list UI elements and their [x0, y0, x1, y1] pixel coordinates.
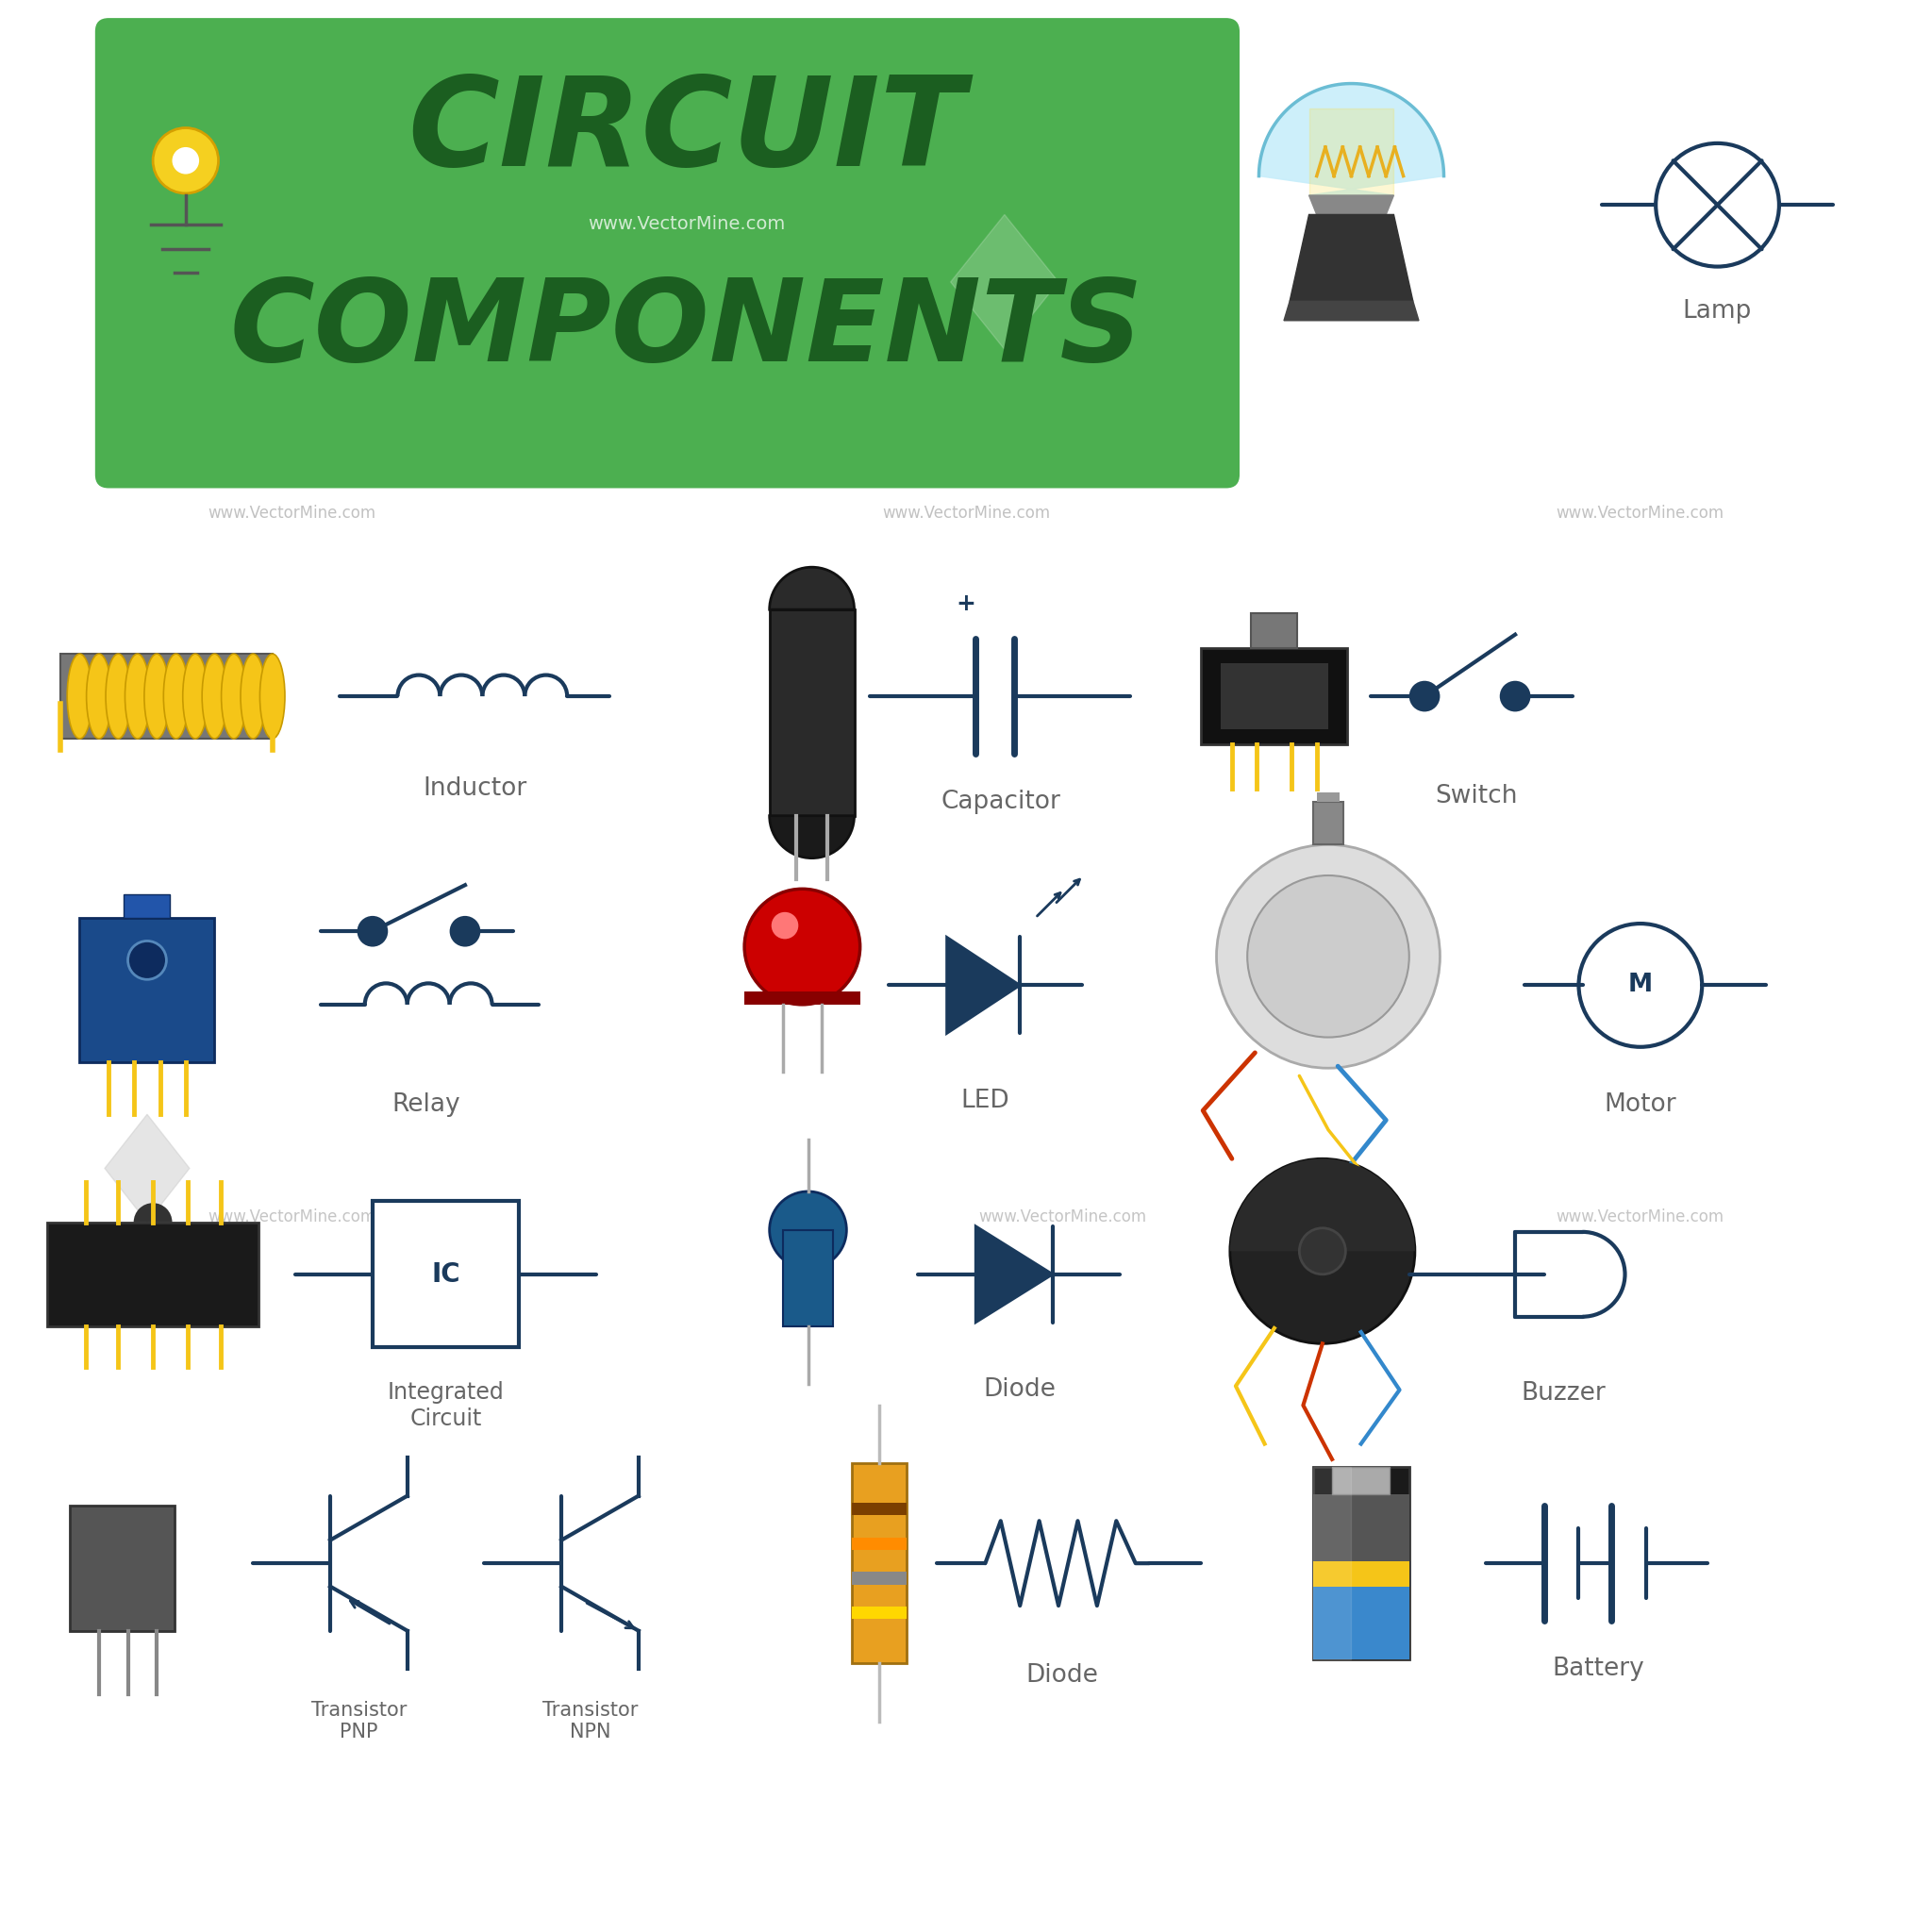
- Ellipse shape: [259, 653, 284, 738]
- Bar: [1314, 1586, 1408, 1660]
- Circle shape: [744, 889, 860, 1005]
- Circle shape: [769, 1192, 846, 1269]
- Text: COMPONENTS: COMPONENTS: [230, 274, 1144, 384]
- Text: IC: IC: [431, 1262, 460, 1287]
- Circle shape: [128, 941, 166, 980]
- Circle shape: [1248, 875, 1408, 1037]
- Text: Lamp: Lamp: [1683, 299, 1752, 323]
- FancyBboxPatch shape: [95, 17, 1240, 489]
- Text: www.VectorMine.com: www.VectorMine.com: [1557, 1208, 1725, 1225]
- Text: www.VectorMine.com: www.VectorMine.com: [587, 214, 784, 234]
- Text: Motor: Motor: [1604, 1092, 1677, 1117]
- Polygon shape: [1260, 83, 1443, 195]
- Ellipse shape: [126, 653, 151, 738]
- Ellipse shape: [222, 653, 247, 738]
- Text: Inductor: Inductor: [423, 777, 527, 802]
- Circle shape: [1499, 680, 1530, 711]
- Circle shape: [771, 912, 798, 939]
- Text: Buzzer: Buzzer: [1520, 1381, 1605, 1406]
- Text: Capacitor: Capacitor: [941, 790, 1061, 815]
- Polygon shape: [1285, 301, 1418, 321]
- Circle shape: [357, 916, 388, 947]
- Bar: [124, 895, 170, 918]
- Text: www.VectorMine.com: www.VectorMine.com: [978, 1208, 1146, 1225]
- Bar: [1252, 612, 1298, 647]
- Bar: [852, 1463, 906, 1663]
- Bar: [1202, 647, 1347, 744]
- Ellipse shape: [106, 653, 131, 738]
- Text: www.VectorMine.com: www.VectorMine.com: [207, 504, 375, 522]
- Text: Diode: Diode: [1026, 1663, 1099, 1687]
- Bar: [1314, 1466, 1408, 1660]
- Bar: [852, 1503, 906, 1515]
- Wedge shape: [1231, 1159, 1414, 1343]
- Polygon shape: [947, 937, 1020, 1034]
- Wedge shape: [1231, 1159, 1414, 1252]
- Bar: [852, 1573, 906, 1584]
- Wedge shape: [133, 1204, 172, 1223]
- Ellipse shape: [203, 653, 228, 738]
- Ellipse shape: [164, 653, 189, 738]
- Text: Switch: Switch: [1435, 784, 1519, 810]
- Circle shape: [172, 147, 199, 174]
- Bar: [1221, 663, 1327, 728]
- Text: Battery: Battery: [1551, 1658, 1644, 1681]
- Bar: [1314, 1493, 1408, 1561]
- Wedge shape: [769, 815, 854, 858]
- Bar: [1314, 802, 1343, 844]
- Circle shape: [1408, 680, 1439, 711]
- Bar: [79, 918, 214, 1063]
- Polygon shape: [1291, 214, 1412, 301]
- Text: Integrated
Circuit: Integrated Circuit: [388, 1381, 504, 1430]
- Text: Transistor
PNP: Transistor PNP: [311, 1700, 408, 1741]
- Text: Relay: Relay: [392, 1092, 460, 1117]
- Polygon shape: [951, 214, 1059, 350]
- Ellipse shape: [87, 653, 112, 738]
- Text: www.VectorMine.com: www.VectorMine.com: [207, 1208, 375, 1225]
- Circle shape: [153, 128, 218, 193]
- Polygon shape: [1310, 195, 1393, 214]
- Bar: [1314, 1561, 1408, 1586]
- Bar: [852, 1607, 906, 1619]
- Text: LED: LED: [960, 1088, 1010, 1113]
- Bar: [46, 1223, 259, 1325]
- Polygon shape: [1314, 1466, 1350, 1660]
- Polygon shape: [976, 1227, 1053, 1321]
- Ellipse shape: [145, 653, 170, 738]
- Bar: [60, 653, 272, 738]
- Circle shape: [450, 916, 481, 947]
- Text: CIRCUIT: CIRCUIT: [408, 71, 966, 191]
- Bar: [70, 1505, 174, 1631]
- Bar: [1318, 792, 1339, 802]
- Circle shape: [1300, 1229, 1345, 1275]
- Ellipse shape: [68, 653, 93, 738]
- Text: M: M: [1629, 974, 1652, 997]
- Bar: [852, 1538, 906, 1549]
- Wedge shape: [769, 568, 854, 611]
- Text: Diode: Diode: [983, 1378, 1057, 1403]
- Text: www.VectorMine.com: www.VectorMine.com: [1557, 504, 1725, 522]
- Polygon shape: [104, 1115, 189, 1223]
- Bar: [1331, 1466, 1389, 1493]
- Text: www.VectorMine.com: www.VectorMine.com: [883, 504, 1049, 522]
- Text: +: +: [956, 593, 976, 614]
- Ellipse shape: [242, 653, 265, 738]
- Text: Transistor
NPN: Transistor NPN: [543, 1700, 638, 1741]
- Circle shape: [1217, 844, 1439, 1068]
- Bar: [744, 991, 860, 1005]
- Ellipse shape: [184, 653, 209, 738]
- Bar: [769, 611, 854, 815]
- Bar: [782, 1231, 833, 1325]
